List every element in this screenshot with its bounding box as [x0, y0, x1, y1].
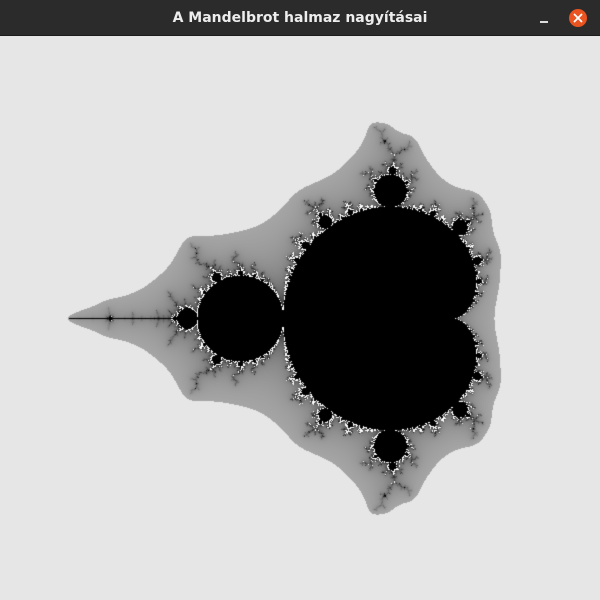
title-bar[interactable]: A Mandelbrot halmaz nagyításai: [0, 0, 600, 36]
minimize-icon: [540, 21, 548, 23]
close-button[interactable]: [569, 9, 587, 27]
close-icon: [573, 13, 583, 23]
fractal-view[interactable]: [0, 36, 600, 600]
window-title: A Mandelbrot halmaz nagyításai: [172, 10, 428, 26]
mandelbrot-canvas[interactable]: [0, 36, 600, 600]
minimize-button[interactable]: [533, 8, 555, 28]
